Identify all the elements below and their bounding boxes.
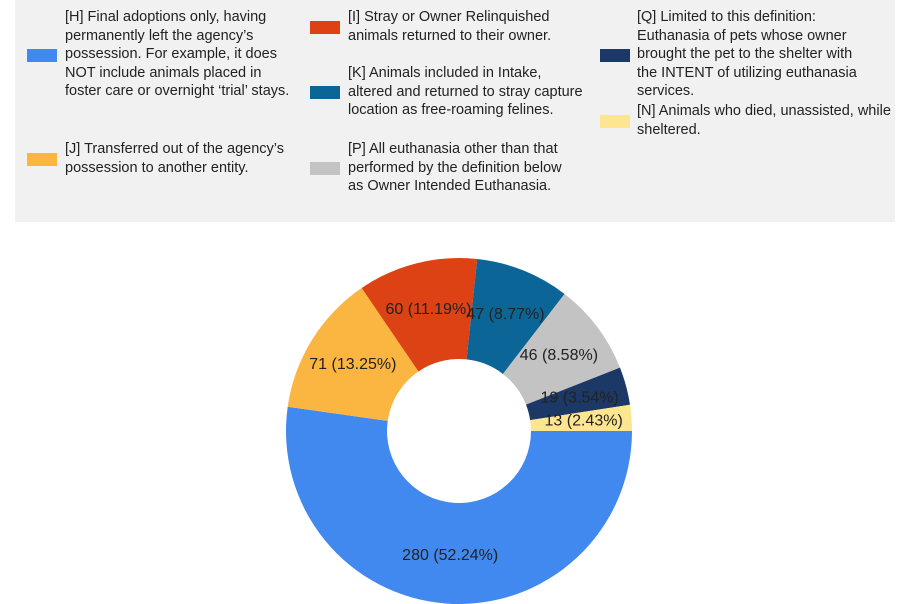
legend-swatch — [310, 162, 340, 175]
legend-label: [P] All euthanasia other than that perfo… — [348, 141, 562, 194]
slice — [286, 406, 632, 604]
slice — [530, 404, 632, 431]
legend-swatch — [27, 152, 57, 166]
data-label: 19 (3.54%) — [541, 390, 619, 407]
data-label: 280 (52.24%) — [402, 547, 498, 564]
data-label: 71 (13.25%) — [309, 356, 396, 373]
legend-label: [I] Stray or Owner Relinquished animals … — [348, 9, 552, 44]
legend-swatch — [310, 20, 340, 34]
legend-label: [N] Animals who died, unassisted, while … — [637, 103, 891, 138]
legend-swatch — [600, 48, 630, 62]
legend-swatch — [27, 48, 57, 62]
slice — [466, 258, 565, 374]
data-label: 47 (8.77%) — [466, 306, 544, 323]
slice — [502, 293, 620, 405]
slice — [287, 288, 419, 421]
legend-label: [Q] Limited to this definition: Euthanas… — [637, 9, 857, 99]
legend-swatch — [310, 86, 340, 99]
slice — [525, 367, 630, 421]
legend-label: [K] Animals included in Intake, altered … — [348, 65, 583, 118]
slice — [361, 258, 478, 372]
data-label: 60 (11.19%) — [386, 301, 472, 318]
data-label: 46 (8.58%) — [520, 347, 598, 364]
legend-swatch — [600, 114, 630, 128]
legend-label: [H] Final adoptions only, having permane… — [65, 9, 290, 99]
legend: [H] Final adoptions only, having permane… — [15, 0, 895, 222]
legend-label: [J] Transferred out of the agency’s poss… — [65, 141, 284, 176]
data-label: 13 (2.43%) — [545, 413, 623, 430]
